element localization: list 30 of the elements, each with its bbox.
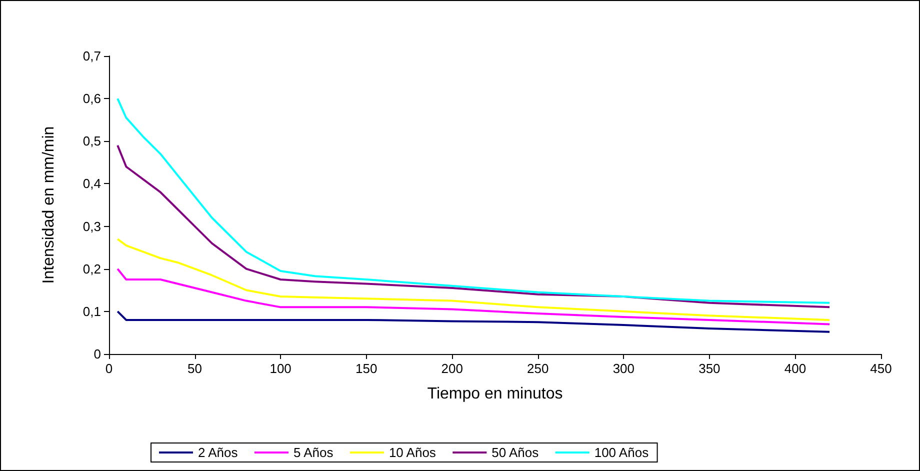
line-series <box>116 310 831 333</box>
y-tick-label: 0,7 <box>82 48 101 64</box>
line-series <box>116 238 831 321</box>
legend-label: 50 Años <box>492 445 540 460</box>
line-series <box>116 144 831 308</box>
y-tick-label: 0,3 <box>82 218 101 234</box>
y-tick-label: 0 <box>94 346 101 362</box>
y-tick-label: 0,5 <box>82 134 101 149</box>
x-tick-label: 200 <box>441 361 463 376</box>
legend-label: 2 Años <box>198 445 238 460</box>
x-tick-label: 350 <box>698 361 720 376</box>
x-tick-label: 250 <box>527 361 549 376</box>
x-tick-label: 400 <box>784 361 806 376</box>
legend-label: 100 Años <box>594 445 650 460</box>
y-tick-label: 0,4 <box>82 176 101 192</box>
x-tick-label: 450 <box>870 361 892 376</box>
y-tick-label: 0,1 <box>82 304 101 319</box>
legend-label: 5 Años <box>293 445 334 460</box>
line-series <box>116 98 831 304</box>
line-series <box>116 268 831 326</box>
x-tick-label: 50 <box>188 361 202 376</box>
x-tick-label: 0 <box>105 361 113 376</box>
legend-label: 10 Años <box>388 445 436 460</box>
x-tick-label: 150 <box>355 361 378 376</box>
y-tick-label: 0,6 <box>82 91 101 106</box>
x-tick-label: 100 <box>270 361 292 376</box>
y-axis-title: Intensidad en mm/min <box>40 126 58 284</box>
x-tick-label: 300 <box>612 361 635 376</box>
y-tick-label: 0,2 <box>82 261 101 276</box>
x-axis-title: Tiempo en minutos <box>427 386 563 402</box>
